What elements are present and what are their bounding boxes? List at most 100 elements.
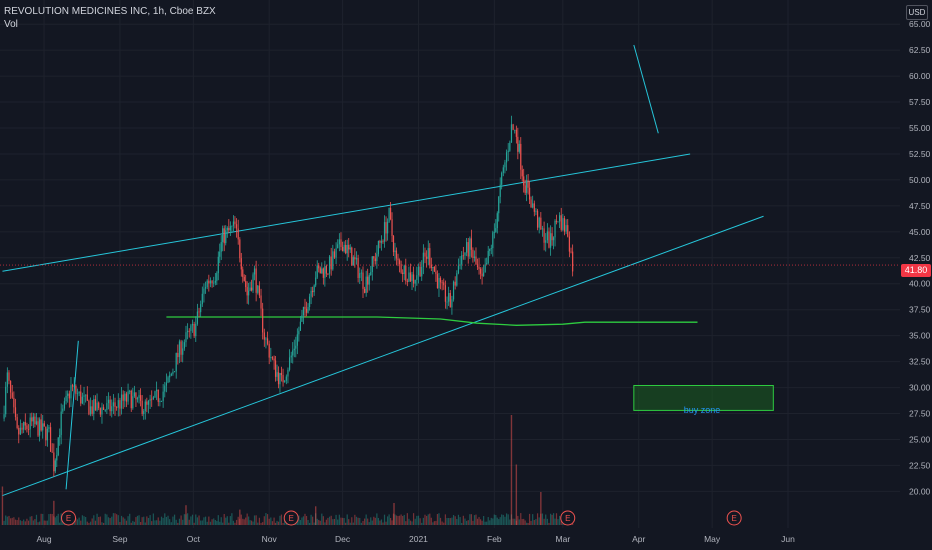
candle-body xyxy=(242,269,244,277)
candle-body xyxy=(502,167,504,173)
time-axis[interactable]: Aug Sep Oct Nov Dec 2021 Feb Mar Apr May Jun xyxy=(36,534,795,544)
volume-bar xyxy=(147,517,150,525)
volume-bar xyxy=(222,522,224,525)
x-tick-label: Nov xyxy=(262,534,278,544)
candle-body xyxy=(94,399,97,411)
candle-body xyxy=(533,203,535,212)
volume-bar xyxy=(521,519,523,525)
candle-body xyxy=(318,265,320,269)
candle-body xyxy=(86,394,88,401)
volume-bar xyxy=(130,522,132,525)
volume-bar xyxy=(144,522,146,525)
candle-body xyxy=(438,278,440,289)
candle-body xyxy=(557,221,559,223)
candle-body xyxy=(172,371,174,374)
candle-body xyxy=(214,280,216,283)
volume-bar xyxy=(360,522,362,525)
candle-body xyxy=(271,357,274,359)
currency-button[interactable]: USD xyxy=(906,5,928,20)
candle-body xyxy=(386,221,389,234)
y-tick-label: 57.50 xyxy=(909,97,931,107)
candle-body xyxy=(411,274,413,282)
candle-body xyxy=(198,311,200,313)
volume-bar xyxy=(302,516,305,525)
candle-body xyxy=(408,272,410,282)
volume-bar xyxy=(16,520,18,525)
candle-body xyxy=(285,376,287,381)
volume-bar xyxy=(94,520,97,525)
candle-body xyxy=(528,187,531,200)
buy-zone-rect[interactable] xyxy=(633,384,774,411)
candle-body xyxy=(429,248,431,265)
volume-bar xyxy=(398,515,401,525)
candle-body xyxy=(342,246,344,252)
volume-bar xyxy=(535,518,537,525)
y-tick-label: 52.50 xyxy=(909,149,931,159)
volume-bar xyxy=(19,520,21,525)
volume-spike xyxy=(239,509,241,525)
volume-bar xyxy=(301,517,303,525)
volume-bar xyxy=(419,518,421,525)
volume-bar xyxy=(346,514,348,525)
candle-body xyxy=(441,282,443,284)
candle-body xyxy=(101,407,103,415)
candle-body xyxy=(88,400,90,415)
volume-bar xyxy=(536,513,539,525)
candle-body xyxy=(388,207,390,222)
candle-body xyxy=(59,434,61,438)
volume-bar xyxy=(526,522,528,525)
price-axis[interactable]: 65.00 62.50 60.00 57.50 55.00 52.50 50.00 47.50… xyxy=(909,19,931,496)
candle-body xyxy=(188,330,190,332)
volume-bar xyxy=(99,516,101,525)
candle-body xyxy=(524,185,526,193)
candle-body xyxy=(483,272,485,277)
volume-bar xyxy=(143,516,145,525)
candle-body xyxy=(232,221,235,226)
volume-bar xyxy=(34,519,36,525)
volume-bar xyxy=(89,521,92,525)
volume-bar xyxy=(132,520,134,525)
volume-bar xyxy=(78,517,80,525)
volume-bar xyxy=(270,517,272,525)
volume-bar xyxy=(111,516,113,525)
candle-body xyxy=(540,217,542,230)
moving-average-line xyxy=(166,316,698,326)
candle-body xyxy=(18,427,20,435)
candle-body xyxy=(279,373,281,385)
candle-body xyxy=(377,241,379,255)
volume-bar xyxy=(475,514,477,525)
candle-body xyxy=(570,251,572,253)
volume-bar xyxy=(268,518,270,525)
candle-body xyxy=(274,360,277,377)
candle-body xyxy=(243,276,245,281)
candle-body xyxy=(180,341,182,355)
x-tick-label: Aug xyxy=(36,534,51,544)
volume-bar xyxy=(349,522,351,525)
candle-body xyxy=(228,227,230,231)
candle-body xyxy=(177,352,179,358)
candle-body xyxy=(424,252,426,257)
candle-body xyxy=(136,397,139,400)
volume-bar xyxy=(461,522,463,525)
volume-bar xyxy=(486,521,488,525)
candle-body xyxy=(268,343,270,358)
candle-body xyxy=(475,256,477,265)
candle-body xyxy=(421,266,423,277)
volume-bar xyxy=(223,514,225,525)
volume-indicator-label[interactable]: Vol xyxy=(4,19,18,30)
trendlines[interactable] xyxy=(2,44,764,497)
volume-bar xyxy=(85,516,87,525)
candle-body xyxy=(34,416,36,425)
earnings-event-letter: E xyxy=(66,514,71,523)
candle-body xyxy=(151,398,153,400)
earnings-event-letter: E xyxy=(731,514,736,523)
candle-body xyxy=(262,308,264,333)
volume-bar xyxy=(340,517,342,525)
x-tick-label: Mar xyxy=(556,534,571,544)
volume-bar xyxy=(520,513,522,525)
symbol-title[interactable]: REVOLUTION MEDICINES INC, 1h, Cboe BZX xyxy=(4,6,216,17)
candle-body xyxy=(252,274,254,291)
candle-body xyxy=(165,382,168,386)
